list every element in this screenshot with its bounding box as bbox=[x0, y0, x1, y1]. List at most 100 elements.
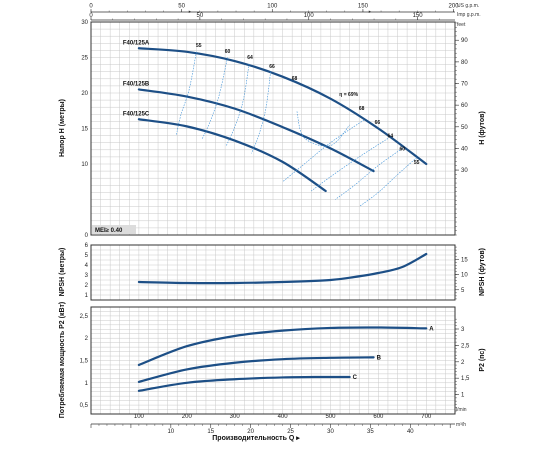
axis-title-head-right: H (футов) bbox=[479, 111, 486, 145]
imp-gpm-unit: Imp g.p.m. bbox=[457, 12, 481, 18]
right-tick-label: 30 bbox=[461, 168, 468, 174]
imp-gpm-tick-label: 100 bbox=[304, 13, 315, 19]
right-tick-label: 50 bbox=[461, 125, 468, 131]
head-curve-f40-125b bbox=[137, 88, 375, 173]
power-curve-label: B bbox=[377, 355, 382, 361]
top-arrow-right: ▸ bbox=[369, 9, 372, 15]
head-curve-f40-125a bbox=[137, 47, 428, 166]
top-arrow-left: ▸ bbox=[189, 9, 192, 15]
right-tick-label: 5 bbox=[461, 288, 465, 294]
right-tick-label: 3 bbox=[461, 327, 465, 333]
right-tick-label: 15 bbox=[461, 257, 468, 263]
left-tick-label: 20 bbox=[81, 91, 88, 97]
power-curve-label: C bbox=[353, 375, 358, 381]
npsh-curve bbox=[137, 252, 428, 285]
head-curve-f40-125c bbox=[137, 118, 327, 193]
efficiency-isoline-peak bbox=[296, 111, 350, 147]
m3h-tick-label: 15 bbox=[207, 429, 214, 435]
right-tick-label: 80 bbox=[461, 60, 468, 66]
efficiency-isoline bbox=[225, 63, 250, 147]
efficiency-isoline bbox=[311, 138, 389, 192]
left-tick-label-zero: 0 bbox=[85, 233, 89, 239]
right-tick-label: 60 bbox=[461, 103, 468, 109]
panel-frame bbox=[90, 21, 456, 236]
power-curve-c bbox=[137, 375, 351, 392]
m3h-tick-label: 40 bbox=[407, 429, 414, 435]
us-gpm-tick-label: 200 bbox=[449, 4, 460, 10]
head-curve-label: F40/125B bbox=[123, 81, 150, 87]
right-tick-label: 1,5 bbox=[461, 376, 470, 382]
power-curve-a bbox=[137, 326, 428, 367]
lmin-tick-label: 100 bbox=[134, 414, 145, 420]
x-axis-title: Производительность Q ▸ bbox=[212, 435, 300, 442]
efficiency-isoline bbox=[251, 71, 271, 154]
axis-title-power-left: Потребляемая мощность P2 (кВт) bbox=[58, 302, 66, 418]
left-tick-label: 1,5 bbox=[80, 359, 89, 365]
imp-gpm-tick-label: 150 bbox=[413, 13, 424, 19]
power-curve-label: A bbox=[429, 326, 434, 332]
efficiency-label: 68 bbox=[292, 76, 298, 82]
left-tick-label: 25 bbox=[81, 56, 88, 62]
efficiency-isoline bbox=[282, 119, 365, 182]
right-tick-label: 1 bbox=[461, 393, 465, 399]
right-tick-label: 2,5 bbox=[461, 343, 470, 349]
m3h-tick-label: 30 bbox=[327, 429, 334, 435]
efficiency-isoline bbox=[201, 57, 228, 140]
right-tick-label: 90 bbox=[461, 38, 468, 44]
left-tick-label: 5 bbox=[85, 253, 89, 259]
panel-npsh-grid bbox=[90, 244, 456, 301]
feet-unit: feet bbox=[457, 22, 466, 28]
lmin-tick-label: 300 bbox=[230, 414, 241, 420]
left-tick-label: 1 bbox=[85, 381, 89, 387]
power-curve-b bbox=[137, 356, 375, 383]
left-tick-label: 2 bbox=[85, 283, 89, 289]
m3h-tick-label: 20 bbox=[247, 429, 254, 435]
efficiency-isoline bbox=[175, 51, 197, 136]
lmin-tick-label: 700 bbox=[421, 414, 432, 420]
head-curve-label: F40/125A bbox=[123, 40, 150, 46]
left-tick-label: 3 bbox=[85, 273, 89, 279]
panel-frame bbox=[90, 306, 456, 415]
right-tick-label: 40 bbox=[461, 146, 468, 152]
axis-title-head-left: Напор H (метры) bbox=[59, 99, 66, 157]
m3h-tick-label: 10 bbox=[167, 429, 174, 435]
us-gpm-tick-label: 0 bbox=[89, 4, 93, 10]
lmin-tick-label: 400 bbox=[278, 414, 289, 420]
us-gpm-tick-label: 150 bbox=[358, 4, 369, 10]
lmin-tick-label: 600 bbox=[373, 414, 384, 420]
m3h-tick-label: 25 bbox=[287, 429, 294, 435]
efficiency-label: 68 bbox=[359, 106, 365, 112]
efficiency-label: 60 bbox=[400, 147, 406, 153]
left-tick-label: 2 bbox=[85, 336, 89, 342]
efficiency-label: 66 bbox=[375, 120, 381, 126]
left-tick-label: 30 bbox=[81, 20, 88, 26]
us-gpm-unit: US g.p.m. bbox=[457, 3, 479, 9]
efficiency-label: 64 bbox=[247, 55, 253, 61]
axis-title-npsh-left: NPSH (метры) bbox=[59, 248, 66, 297]
left-tick-label: 0,5 bbox=[80, 403, 89, 409]
left-tick-label: 15 bbox=[81, 127, 88, 133]
efficiency-label: 55 bbox=[414, 160, 420, 166]
left-tick-label: 10 bbox=[81, 162, 88, 168]
axis-title-power-right: P2 (пс) bbox=[479, 348, 486, 371]
left-tick-label: 6 bbox=[85, 243, 89, 249]
efficiency-label: 66 bbox=[269, 64, 275, 70]
right-tick-label: 10 bbox=[461, 273, 468, 279]
us-gpm-tick-label: 100 bbox=[267, 4, 278, 10]
efficiency-isoline bbox=[335, 148, 403, 200]
lmin-tick-label: 500 bbox=[325, 414, 336, 420]
efficiency-label: 55 bbox=[196, 43, 202, 49]
mei-label: MEI≥ 0.40 bbox=[95, 228, 123, 234]
efficiency-label: 60 bbox=[225, 49, 231, 55]
right-tick-label: 2 bbox=[461, 360, 465, 366]
head-curve-label: F40/125C bbox=[123, 111, 150, 117]
left-tick-label: 2,5 bbox=[80, 314, 89, 320]
efficiency-label: 64 bbox=[388, 134, 394, 140]
imp-gpm-tick-label: 50 bbox=[197, 13, 204, 19]
efficiency-isoline bbox=[359, 157, 417, 207]
lmin-tick-label: 200 bbox=[182, 414, 193, 420]
mei-label-bg bbox=[92, 225, 136, 234]
left-tick-label: 4 bbox=[85, 263, 89, 269]
panel-frame bbox=[90, 244, 456, 301]
